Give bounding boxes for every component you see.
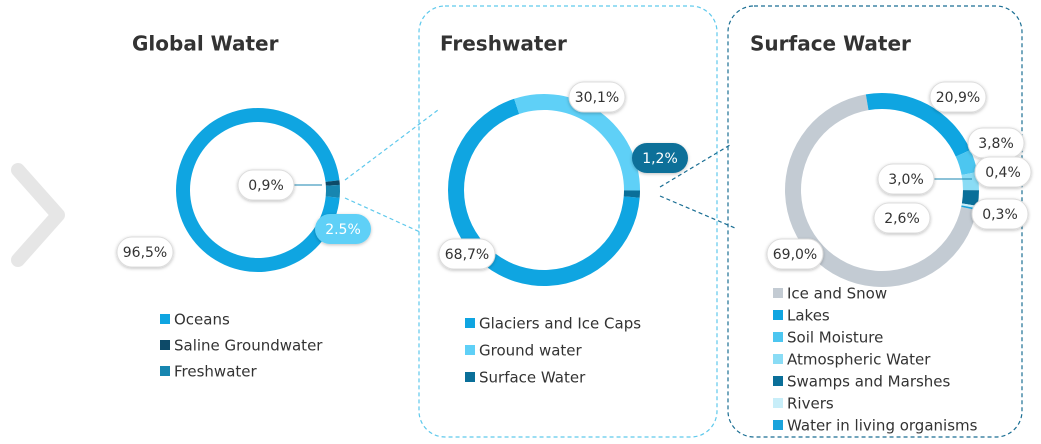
label-pill xyxy=(116,236,174,268)
value-label: 96,5% xyxy=(123,245,167,261)
legend-label: Swamps and Marshes xyxy=(787,373,951,391)
freshwater-box xyxy=(418,5,718,438)
value-label: 0,4% xyxy=(985,165,1021,181)
legend-label: Surface Water xyxy=(479,369,586,387)
value-label: 1,2% xyxy=(642,151,678,167)
legend-swatch xyxy=(160,340,170,350)
legend-swatch xyxy=(773,288,783,298)
slice xyxy=(325,180,340,186)
chart-title: Surface Water xyxy=(750,32,911,56)
legend-swatch xyxy=(773,354,783,364)
value-label: 0,3% xyxy=(982,207,1018,223)
label-pill xyxy=(929,81,987,113)
slice xyxy=(325,184,340,198)
legend-swatch xyxy=(773,332,783,342)
legend-swatch xyxy=(465,345,475,355)
slice xyxy=(514,94,640,191)
legend-swatch xyxy=(773,376,783,386)
label-pill xyxy=(873,202,931,234)
legend-label: Oceans xyxy=(174,311,230,329)
legend-label: Soil Moisture xyxy=(787,329,883,347)
legend-label: Atmospheric Water xyxy=(787,351,931,369)
legend-label: Lakes xyxy=(787,307,830,325)
value-label: 30,1% xyxy=(575,90,619,106)
value-label: 2,6% xyxy=(884,211,920,227)
legend-label: Glaciers and Ice Caps xyxy=(479,315,641,333)
legend-swatch xyxy=(465,318,475,328)
legend-label: Ice and Snow xyxy=(787,285,887,303)
slice xyxy=(961,190,979,206)
value-label: 68,7% xyxy=(445,247,489,263)
legend-swatch xyxy=(773,420,783,430)
chart-title: Freshwater xyxy=(440,32,567,56)
connector xyxy=(344,109,439,181)
slice xyxy=(955,149,978,175)
legend-swatch xyxy=(773,310,783,320)
legend-swatch xyxy=(160,366,170,376)
slice xyxy=(865,93,971,157)
legend-label: Freshwater xyxy=(174,363,257,381)
value-label: 3,0% xyxy=(888,172,924,188)
legend-label: Ground water xyxy=(479,342,583,360)
legend-swatch xyxy=(160,314,170,324)
label-pill xyxy=(568,81,626,113)
chart-title: Global Water xyxy=(132,32,279,56)
slice xyxy=(961,172,979,191)
connector xyxy=(659,195,736,229)
label-pill xyxy=(237,169,295,201)
legend-swatch xyxy=(465,372,475,382)
value-label: 20,9% xyxy=(936,90,980,106)
legend-label: Saline Groundwater xyxy=(174,337,323,355)
chevron xyxy=(11,163,65,267)
legend-label: Water in living organisms xyxy=(787,417,978,435)
label-pill xyxy=(971,198,1029,230)
value-label: 69,0% xyxy=(773,247,817,263)
value-label: 3,8% xyxy=(978,136,1014,152)
legend-label: Rivers xyxy=(787,395,834,413)
slice xyxy=(623,190,640,198)
label-pill xyxy=(974,156,1032,188)
label-pill xyxy=(315,214,371,244)
label-pill xyxy=(766,238,824,270)
label-pill xyxy=(438,238,496,270)
value-label: 0,9% xyxy=(248,178,284,194)
value-label: 2.5% xyxy=(325,222,361,238)
label-pill xyxy=(877,163,935,195)
legend-swatch xyxy=(773,398,783,408)
label-pill xyxy=(632,143,688,173)
